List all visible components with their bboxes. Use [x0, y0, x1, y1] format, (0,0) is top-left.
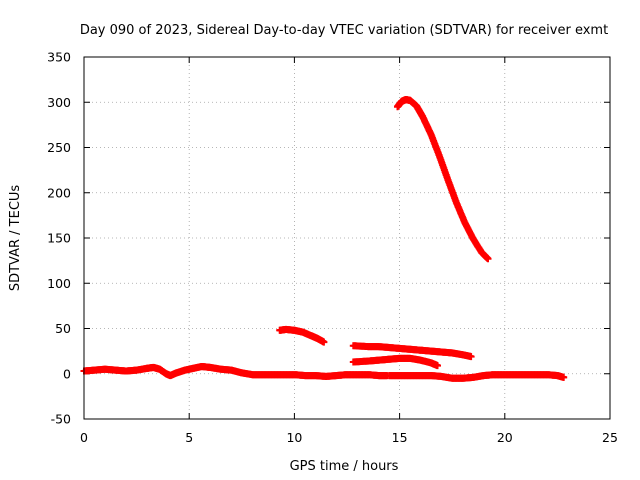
plot-area-border: [83, 56, 611, 420]
y-tick-label: 50: [55, 321, 71, 336]
series-arc-c: [349, 354, 441, 370]
series-arc-d: [394, 96, 492, 263]
x-tick-label: 10: [286, 430, 302, 445]
y-tick-label: 100: [47, 276, 71, 291]
x-tick-label: 15: [392, 430, 408, 445]
series-baseline-1: [80, 363, 391, 380]
x-axis-label: GPS time / hours: [290, 459, 399, 474]
x-tick-labels: 0 5 10 15 20 25: [80, 430, 618, 445]
y-tick-labels: -50 0 50 100 150 200 250 300 350: [47, 50, 71, 427]
grid: [84, 57, 610, 419]
y-tick-label: 150: [47, 231, 71, 246]
data-point-marker: [560, 373, 568, 381]
data-point-marker: [320, 338, 328, 346]
x-tick-label: 5: [185, 430, 193, 445]
series-arc-a: [276, 325, 328, 346]
ticks: [83, 56, 611, 420]
data-point-marker: [484, 255, 492, 263]
y-tick-label: 300: [47, 95, 71, 110]
x-tick-label: 0: [80, 430, 88, 445]
y-tick-label: 250: [47, 140, 71, 155]
series-arc-b: [349, 342, 475, 361]
y-axis-label: SDTVAR / TECUs: [8, 185, 23, 292]
x-tick-label: 20: [497, 430, 513, 445]
x-tick-label: 25: [602, 430, 618, 445]
data-point-marker: [467, 353, 475, 361]
series-baseline-2: [385, 371, 568, 382]
y-tick-label: 200: [47, 185, 71, 200]
y-tick-label: 350: [47, 50, 71, 65]
y-tick-label: 0: [63, 366, 71, 381]
data-point-marker: [434, 362, 441, 370]
y-tick-label: -50: [51, 412, 71, 427]
data-marks: [80, 96, 568, 382]
chart-title: Day 090 of 2023, Sidereal Day-to-day VTE…: [80, 23, 608, 38]
